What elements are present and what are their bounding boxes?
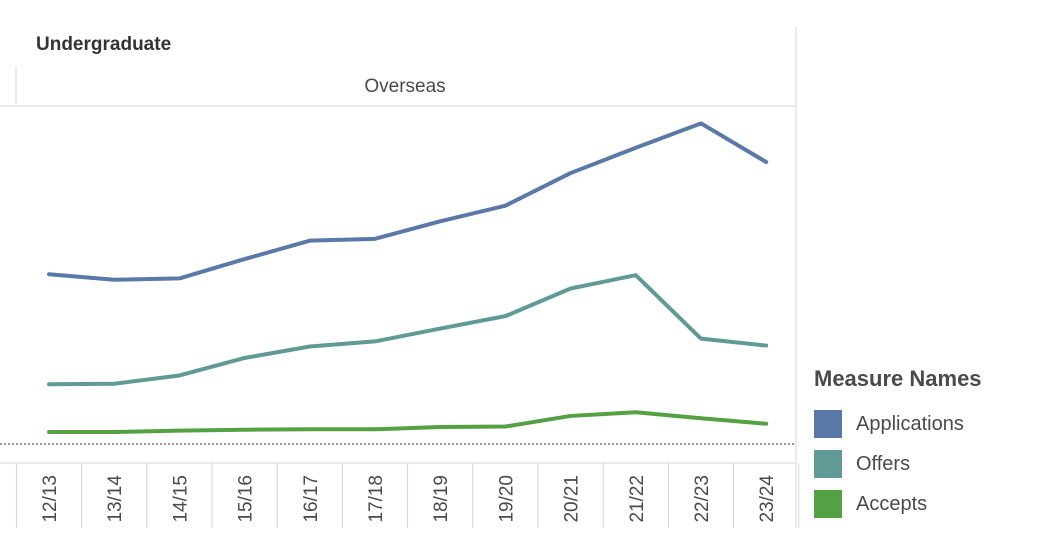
series-line-accepts[interactable] [47,410,769,435]
legend-label-accepts: Accepts [856,492,928,515]
x-tick-label-15-16: 15/16 [236,475,257,523]
series-line-offers[interactable] [47,273,769,387]
x-tick-label-13-14: 13/14 [105,475,126,523]
legend-label-offers: Offers [856,452,911,475]
x-tick-label-14-15: 14/15 [170,475,191,523]
x-tick-label-20-21: 20/21 [562,475,583,523]
x-tick-label-12-13: 12/13 [40,475,61,523]
legend-title: Measure Names [814,366,982,391]
legend-label-applications: Applications [856,412,964,435]
panel-header: Overseas [364,76,445,97]
legend-item-applications[interactable]: Applications [814,404,982,444]
x-tick-label-19-20: 19/20 [496,475,517,523]
legend-item-offers[interactable]: Offers [814,444,982,484]
x-tick-label-22-23: 22/23 [692,475,713,523]
legend-swatch-offers [814,450,842,478]
x-axis-tick-labels: 12/13 13/14 14/15 15/16 16/17 17/18 18/19 19/20… [40,475,778,523]
legend-swatch-applications [814,410,842,438]
x-tick-label-18-19: 18/19 [431,475,452,523]
row-title: Undergraduate [36,34,172,55]
series-line-applications[interactable] [47,121,769,282]
legend-item-accepts[interactable]: Accepts [814,484,982,524]
legend-swatch-accepts [814,490,842,518]
x-tick-label-23-24: 23/24 [757,475,778,523]
x-tick-label-17-18: 17/18 [366,475,387,523]
x-tick-label-21-22: 21/22 [627,475,648,523]
x-axis-ticks [15,463,800,528]
legend: Measure Names Applications Offers Accept… [814,366,982,524]
series-lines [47,121,769,435]
x-tick-label-16-17: 16/17 [301,475,322,523]
